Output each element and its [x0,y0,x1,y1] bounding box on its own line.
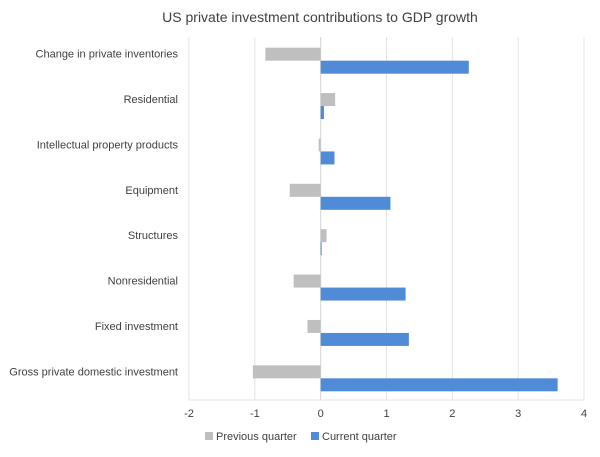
bar-current-quarter [320,106,324,120]
category-labels: Change in private inventories Residential… [9,49,178,379]
bar-previous-quarter [320,93,336,107]
bar-current-quarter [320,287,406,301]
legend-label: Previous quarter [216,431,297,443]
x-tick-label: 1 [383,408,389,420]
category-label: Nonresidential [108,276,178,288]
bar-current-quarter [320,332,409,346]
bar-current-quarter [320,196,391,210]
bar-current-quarter [320,151,335,165]
x-tick-label: 4 [581,408,587,420]
bar-current-quarter [320,378,558,392]
x-tick-labels: -2 -1 0 1 2 3 4 [184,408,587,420]
bar-current-quarter [320,60,469,74]
category-label: Change in private inventories [36,49,179,61]
legend-swatch [311,432,319,440]
category-label: Intellectual property products [37,139,179,151]
x-tick-label: -1 [250,408,260,420]
category-label: Residential [124,94,178,106]
bars [252,47,558,392]
bar-previous-quarter [293,274,321,288]
category-label: Gross private domestic investment [9,366,178,378]
legend: Previous quarter Current quarter [205,431,397,443]
category-label: Structures [128,230,179,242]
bar-previous-quarter [289,183,321,197]
x-tick-label: 0 [318,408,324,420]
category-label: Equipment [125,185,178,197]
x-tick-label: 3 [515,408,521,420]
chart-title: US private investment contributions to G… [162,9,478,25]
bar-previous-quarter [307,319,321,333]
legend-swatch [205,432,213,440]
category-label: Fixed investment [95,321,178,333]
bar-previous-quarter [320,229,327,243]
legend-label: Current quarter [322,431,397,443]
bar-previous-quarter [252,365,321,379]
x-tick-label: -2 [184,408,194,420]
bar-previous-quarter [318,138,321,152]
bar-previous-quarter [265,47,321,61]
bar-current-quarter [320,242,322,256]
x-tick-label: 2 [449,408,455,420]
